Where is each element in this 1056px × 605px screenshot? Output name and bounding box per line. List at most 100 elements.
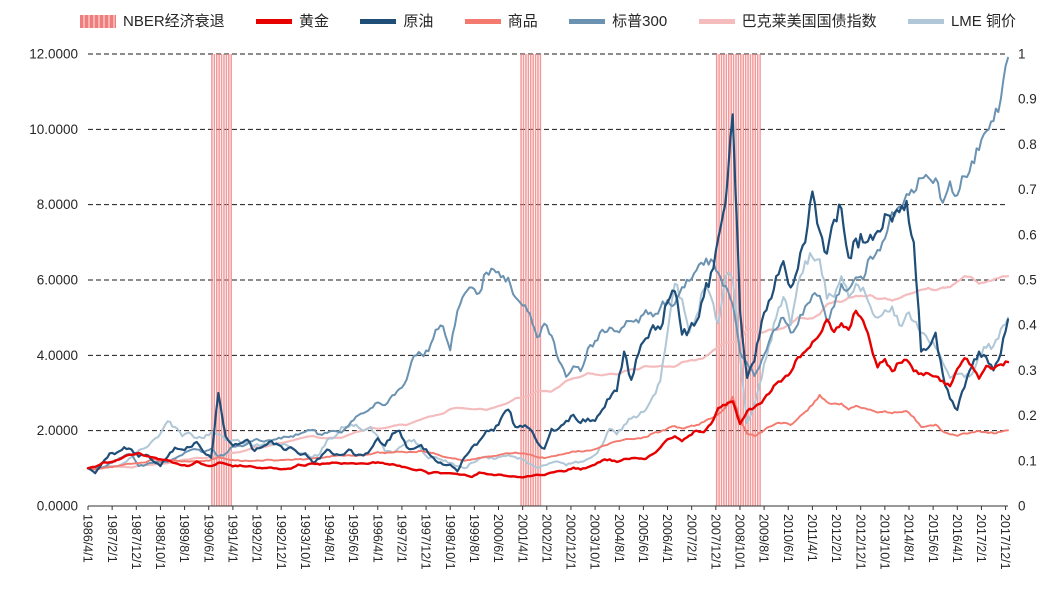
- legend-line-swatch: [464, 18, 501, 24]
- x-axis-tick-label: 1987/2/1: [105, 514, 119, 563]
- legend-item-series-1: 黄金: [256, 14, 329, 29]
- legend-item-series-6: LME 铜价: [907, 12, 1016, 30]
- right-axis-tick-label: 0.8: [1018, 137, 1037, 152]
- nber-recession-band: [539, 54, 542, 506]
- right-axis-tick-label: 0.9: [1018, 92, 1037, 107]
- nber-recession-band: [527, 54, 530, 506]
- x-axis-tick-label: 2007/12/1: [708, 514, 722, 570]
- nber-recession-band: [759, 54, 761, 506]
- x-axis-tick-label: 2009/8/1: [757, 514, 771, 563]
- x-axis-tick-label: 2014/8/1: [902, 514, 916, 563]
- left-axis-tick-label: 4.0000: [37, 348, 78, 363]
- nber-recession-band: [215, 54, 218, 506]
- legend-label: 商品: [507, 12, 538, 30]
- legend-label: 标普300: [612, 12, 668, 30]
- x-axis-tick-label: 2016/4/1: [950, 514, 964, 563]
- x-axis-tick-label: 1992/12/1: [274, 514, 288, 570]
- series-line-2: [87, 393, 1009, 471]
- nber-recession-band: [742, 54, 744, 506]
- legend-line-swatch: [907, 18, 944, 24]
- nber-recession-band: [218, 54, 220, 506]
- right-axis-tick-label: 0.5: [1018, 273, 1037, 288]
- x-axis-tick-label: 2017/12/1: [998, 514, 1012, 570]
- x-axis-tick-label: 1994/8/1: [322, 514, 336, 563]
- x-axis-tick-label: 1997/2/1: [395, 514, 409, 563]
- x-axis-tick-label: 2002/2/1: [539, 514, 553, 563]
- x-axis-tick-label: 2011/4/1: [805, 514, 819, 562]
- nber-recession-band: [220, 54, 223, 506]
- nber-recession-band: [749, 54, 752, 506]
- nber-recession-band: [730, 54, 732, 506]
- nber-recession-band: [754, 54, 757, 506]
- x-axis-tick-label: 2000/6/1: [491, 514, 505, 563]
- right-axis-tick-label: 0.7: [1018, 182, 1037, 197]
- legend-item-series-3: 商品: [464, 12, 538, 30]
- x-axis-tick-label: 2007/2/1: [684, 514, 698, 563]
- x-axis-tick-label: 2013/10/1: [877, 514, 891, 570]
- legend-label: NBER经济衰退: [123, 12, 225, 30]
- legend-label: 原油: [403, 12, 434, 30]
- nber-recession-band: [740, 54, 742, 506]
- x-axis-tick-label: 1998/10/1: [443, 514, 457, 570]
- x-axis-tick-label: 2012/12/1: [853, 514, 867, 570]
- right-axis-tick-label: 0: [1018, 499, 1026, 514]
- nber-recession-band: [534, 54, 537, 506]
- legend-band-swatch: [80, 14, 116, 28]
- nber-recession-band: [718, 54, 720, 506]
- legend-label: LME 铜价: [950, 12, 1016, 30]
- x-axis-tick-label: 2003/10/1: [588, 514, 602, 570]
- legend-label: 黄金: [299, 12, 330, 30]
- right-axis-tick-label: 0.6: [1018, 227, 1037, 242]
- x-axis-tick-label: 2012/2/1: [829, 514, 843, 563]
- right-axis-tick-label: 0.3: [1018, 363, 1037, 378]
- chart-legend: NBER经济衰退 黄金 原油 商品 标普300 巴克莱美国国债指数 LME 铜价: [80, 8, 1016, 34]
- series-line-3: [87, 56, 1009, 470]
- x-axis-tick-label: 1992/2/1: [250, 514, 264, 563]
- legend-item-nber-recession: NBER经济衰退: [80, 14, 225, 29]
- nber-recession-band: [525, 54, 527, 506]
- series-line-0: [86, 309, 1010, 479]
- nber-recession-band: [213, 54, 216, 506]
- left-axis-tick-label: 2.0000: [37, 423, 78, 438]
- x-axis-tick-label: 1991/4/1: [226, 514, 240, 563]
- nber-recession-band: [723, 54, 725, 506]
- x-axis-tick-label: 1988/10/1: [153, 514, 167, 570]
- nber-recession-band: [520, 54, 522, 506]
- x-axis-tick-label: 2017/2/1: [974, 514, 988, 563]
- nber-recession-band: [537, 54, 539, 506]
- legend-line-swatch: [569, 18, 606, 24]
- nber-recession-band: [735, 54, 737, 506]
- nber-recession-band: [744, 54, 747, 506]
- legend-label: 巴克莱美国国债指数: [741, 12, 877, 30]
- nber-recession-band: [211, 54, 213, 506]
- left-axis-tick-label: 12.0000: [29, 47, 78, 62]
- nber-recession-band: [522, 54, 525, 506]
- series-line-1: [86, 113, 1010, 475]
- right-axis-tick-label: 0.2: [1018, 408, 1037, 423]
- left-axis-tick-label: 6.0000: [37, 273, 78, 288]
- nber-recession-band: [725, 54, 728, 506]
- x-axis-tick-label: 1989/8/1: [177, 514, 191, 563]
- nber-recession-band: [223, 54, 225, 506]
- nber-recession-band: [529, 54, 532, 506]
- nber-recession-band: [756, 54, 759, 506]
- x-axis-tick-label: 1996/4/1: [370, 514, 384, 563]
- left-axis-tick-label: 0.0000: [37, 499, 78, 514]
- x-axis-tick-label: 2005/6/1: [636, 514, 650, 563]
- x-axis-tick-label: 1986/4/1: [81, 514, 95, 563]
- chart-page: NBER经济衰退 黄金 原油 商品 标普300 巴克莱美国国债指数 LME 铜价 0.000…: [0, 8, 1056, 605]
- legend-line-swatch: [360, 18, 397, 24]
- x-axis-tick-label: 2010/6/1: [781, 514, 795, 563]
- left-axis-tick-label: 10.0000: [29, 122, 78, 137]
- nber-recession-band: [747, 54, 749, 506]
- x-axis-tick-label: 1993/10/1: [298, 514, 312, 570]
- x-axis-tick-label: 2015/6/1: [926, 514, 940, 563]
- nber-recession-band: [532, 54, 534, 506]
- legend-line-swatch: [698, 18, 735, 24]
- nber-recession-band: [225, 54, 228, 506]
- x-axis-tick-label: 2004/8/1: [612, 514, 626, 563]
- x-axis-tick-label: 1995/6/1: [346, 514, 360, 563]
- left-axis-tick-label: 8.0000: [37, 197, 78, 212]
- legend-line-swatch: [256, 18, 293, 24]
- legend-item-series-4: 标普300: [569, 14, 667, 29]
